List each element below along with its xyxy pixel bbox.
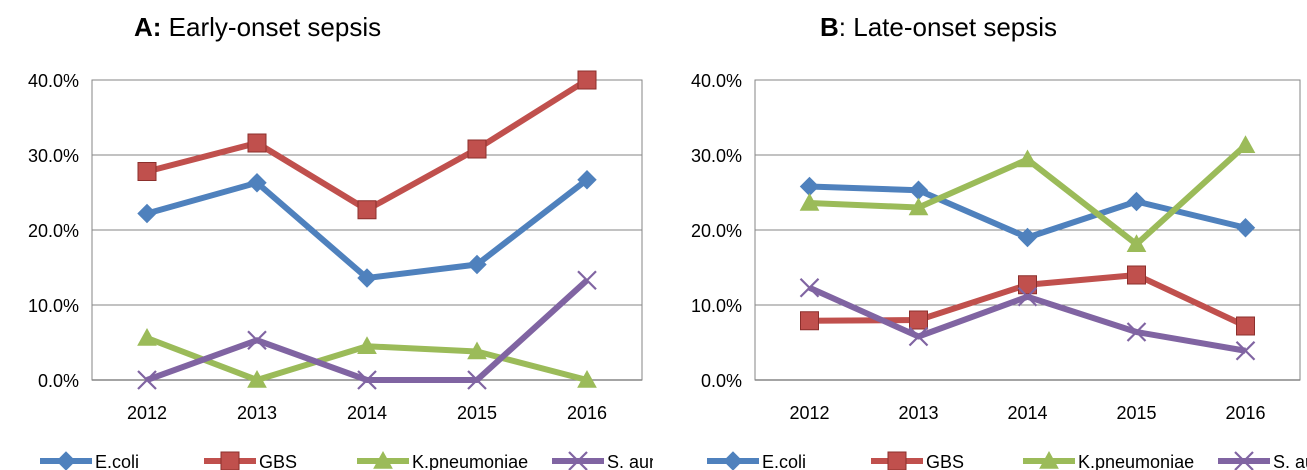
legend-item: E.coli	[40, 451, 139, 470]
x-tick-label: 2013	[898, 403, 938, 423]
data-point	[247, 330, 267, 351]
y-tick-label: 20.0%	[691, 221, 742, 241]
legend-label: S. aureus	[1273, 452, 1307, 470]
data-point	[800, 311, 819, 331]
y-tick-label: 30.0%	[691, 146, 742, 166]
data-point	[799, 176, 820, 197]
x-tick-label: 2015	[457, 403, 497, 423]
data-point	[1235, 340, 1256, 361]
data-point	[137, 327, 157, 346]
data-point	[1126, 234, 1147, 252]
legend-item: S. aureus	[1218, 451, 1307, 470]
chart-title: B: Late-onset sepsis	[820, 12, 1057, 43]
data-point	[799, 277, 820, 298]
x-tick-label: 2012	[789, 403, 829, 423]
data-point	[577, 70, 597, 90]
data-point	[467, 254, 487, 275]
chart-plot-area: 0.0% 10.0% 20.0% 30.0% 40.0% 2012 2013 2014 2015…	[691, 71, 1307, 470]
chart-title-letter: A:	[134, 12, 162, 42]
legend-swatch-marker	[1234, 451, 1254, 470]
data-point	[1127, 265, 1146, 285]
legend-swatch-marker	[373, 450, 393, 469]
legend-label: E.coli	[762, 452, 806, 470]
data-point	[357, 200, 377, 220]
data-point	[137, 162, 157, 181]
data-point	[908, 180, 929, 200]
legend-label: K.pneumoniae	[412, 452, 528, 470]
legend-label: GBS	[926, 452, 964, 470]
data-point	[357, 336, 377, 354]
y-tick-label: 30.0%	[28, 146, 79, 166]
legend-item: E.coli	[707, 451, 806, 470]
y-tick-label: 10.0%	[691, 296, 742, 316]
x-tick-label: 2013	[237, 403, 277, 423]
legend-label: GBS	[259, 452, 297, 470]
legend-label: S. aureus	[607, 452, 653, 470]
data-point	[1126, 191, 1147, 212]
data-point	[357, 370, 377, 390]
chart-title-text: : Late-onset sepsis	[838, 12, 1058, 42]
legend-item: GBS	[871, 451, 964, 470]
data-point	[1017, 149, 1038, 168]
data-point	[908, 326, 929, 347]
series-line	[146, 177, 589, 281]
data-point	[137, 370, 157, 390]
legend-swatch-marker	[887, 451, 907, 470]
chart-title-letter: B	[820, 12, 839, 42]
chart-title-text: Early-onset sepsis	[168, 12, 382, 42]
legend-item: GBS	[204, 451, 297, 470]
legend-item: K.pneumoniae	[1023, 450, 1194, 470]
y-tick-label: 20.0%	[28, 221, 79, 241]
data-point	[467, 139, 487, 159]
legend-item: S. aureus	[552, 451, 653, 470]
x-tick-label: 2016	[567, 403, 607, 423]
chart-panel-late-onset: B: Late-onset sepsis 0.0% 10.0% 20.0% 30.0%…	[654, 0, 1307, 470]
data-point	[1235, 135, 1256, 153]
chart-plot-area: 0.0% 10.0% 20.0% 30.0% 40.0% 2012 2013 2014 2015…	[28, 70, 653, 470]
x-tick-label: 2014	[1007, 403, 1047, 423]
legend-swatch-marker	[56, 451, 76, 470]
x-tick-label: 2016	[1225, 403, 1265, 423]
data-point	[247, 369, 267, 388]
data-point	[577, 369, 597, 388]
legend-swatch-marker	[1039, 450, 1059, 469]
data-point	[908, 197, 929, 216]
data-point	[247, 173, 267, 193]
data-point	[357, 268, 377, 288]
chart-panel-early-onset: A: Early-onset sepsis 0.0% 10.0% 20.0% 30.0…	[0, 0, 653, 470]
y-tick-label: 0.0%	[38, 371, 79, 391]
data-point	[1235, 218, 1256, 238]
legend-label: K.pneumoniae	[1078, 452, 1194, 470]
data-point	[577, 170, 597, 190]
chart-title: A: Early-onset sepsis	[134, 12, 381, 43]
series-line	[146, 77, 589, 213]
legend-swatch-marker	[723, 451, 743, 470]
y-tick-label: 40.0%	[28, 71, 79, 91]
data-point	[577, 270, 597, 291]
data-point	[247, 133, 267, 153]
x-tick-label: 2012	[127, 403, 167, 423]
legend-item: K.pneumoniae	[357, 450, 528, 470]
legend-swatch-marker	[220, 451, 240, 470]
y-tick-label: 0.0%	[701, 371, 742, 391]
data-point	[1017, 227, 1038, 248]
data-point	[1236, 316, 1255, 336]
data-point	[909, 310, 928, 330]
y-tick-label: 40.0%	[691, 71, 742, 91]
x-tick-label: 2014	[347, 403, 387, 423]
data-point	[467, 370, 487, 390]
data-point	[1126, 322, 1147, 342]
legend-label: E.coli	[95, 452, 139, 470]
data-point	[799, 192, 820, 211]
data-point	[467, 341, 487, 360]
data-point	[137, 203, 157, 224]
data-point	[1017, 286, 1038, 307]
y-tick-label: 10.0%	[28, 296, 79, 316]
x-tick-label: 2015	[1116, 403, 1156, 423]
legend-swatch-marker	[568, 451, 588, 470]
